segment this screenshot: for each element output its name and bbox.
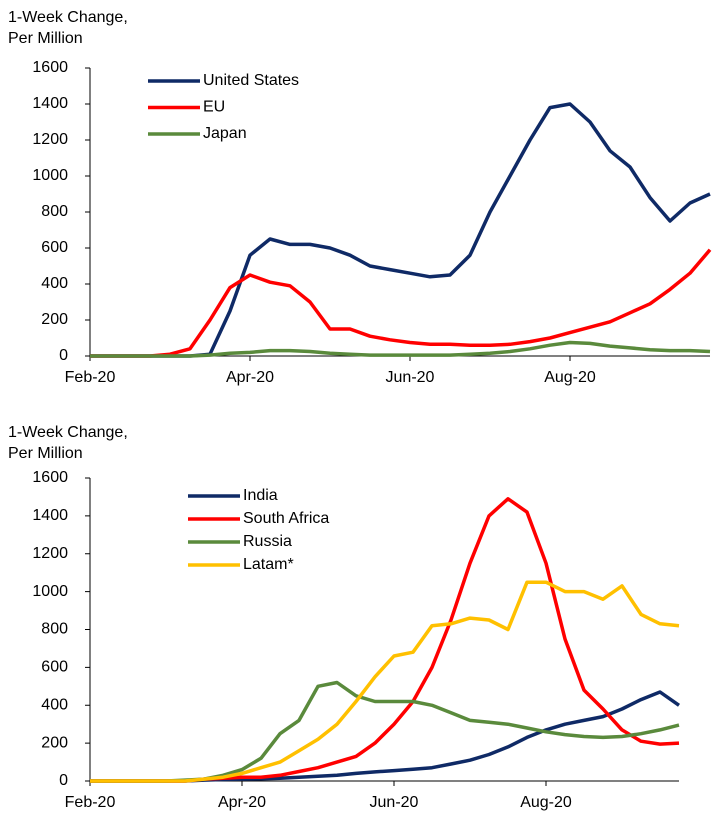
y-tick-label: 600 — [41, 659, 68, 676]
y-tick-label: 1000 — [32, 583, 68, 600]
legend-label: United States — [203, 72, 299, 89]
y-tick-label: 0 — [59, 772, 68, 789]
legend-label: EU — [203, 99, 225, 116]
legend-label: Japan — [203, 125, 247, 142]
legend-label: Latam* — [243, 556, 294, 573]
y-tick-label: 1000 — [32, 167, 68, 184]
y-tick-label: 1400 — [32, 507, 68, 524]
y-tick-label: 1600 — [32, 59, 68, 76]
series-line — [90, 497, 680, 783]
series-line — [90, 340, 711, 358]
x-tick-label: Jun-20 — [370, 794, 419, 811]
y-tick-label: 200 — [41, 734, 68, 751]
x-tick-label: Jun-20 — [386, 369, 435, 386]
x-tick-label: Apr-20 — [226, 369, 274, 386]
y-tick-label: 400 — [41, 696, 68, 713]
y-axis-label: 1-Week Change, — [8, 9, 128, 26]
y-tick-label: 0 — [59, 347, 68, 364]
y-tick-label: 1200 — [32, 131, 68, 148]
legend-label: South Africa — [243, 510, 329, 527]
series-line — [90, 248, 712, 358]
legend-label: India — [243, 487, 278, 504]
y-axis-label: 1-Week Change, — [8, 424, 128, 441]
y-axis-label: Per Million — [8, 445, 83, 462]
y-tick-label: 600 — [41, 239, 68, 256]
series-line — [90, 580, 680, 783]
y-tick-label: 800 — [41, 203, 68, 220]
y-tick-label: 1600 — [32, 469, 68, 486]
x-tick-label: Aug-20 — [520, 794, 572, 811]
y-tick-label: 400 — [41, 275, 68, 292]
x-tick-label: Aug-20 — [544, 369, 596, 386]
x-tick-label: Feb-20 — [65, 369, 116, 386]
y-tick-label: 1200 — [32, 545, 68, 562]
y-tick-label: 200 — [41, 311, 68, 328]
y-tick-label: 1400 — [32, 95, 68, 112]
legend-label: Russia — [243, 533, 292, 550]
x-tick-label: Feb-20 — [65, 794, 116, 811]
y-axis-label: Per Million — [8, 30, 83, 47]
y-tick-label: 800 — [41, 621, 68, 638]
x-tick-label: Apr-20 — [218, 794, 266, 811]
